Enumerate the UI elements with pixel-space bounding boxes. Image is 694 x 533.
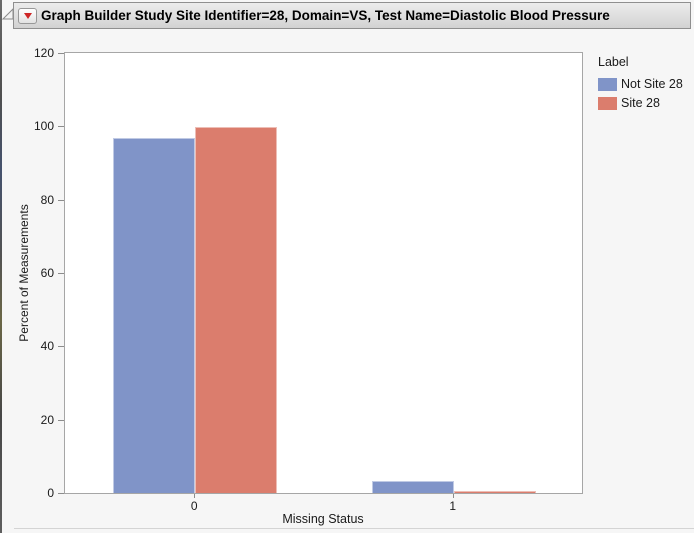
- legend-item-not-site-28[interactable]: Not Site 28: [598, 77, 683, 91]
- y-tick-mark: [58, 346, 64, 348]
- y-tick-label: 80: [40, 192, 54, 207]
- x-tick-label: 1: [449, 499, 457, 513]
- red-triangle-menu-button[interactable]: [18, 7, 37, 24]
- x-axis-title: Missing Status: [282, 512, 364, 526]
- legend-item-site-28[interactable]: Site 28: [598, 96, 683, 110]
- bar-not-site-28-cat0[interactable]: [113, 137, 196, 493]
- y-tick-mark: [58, 419, 64, 421]
- bottom-separator: [14, 528, 694, 529]
- y-tick-label: 100: [33, 119, 54, 134]
- plot-area[interactable]: [64, 52, 583, 494]
- bar-not-site-28-cat1[interactable]: [371, 481, 454, 493]
- y-tick-mark: [58, 493, 64, 494]
- legend-items: Not Site 28 Site 28: [598, 77, 683, 110]
- y-tick-label: 60: [40, 266, 54, 280]
- x-tick-mark: [194, 494, 196, 498]
- report-title: Graph Builder Study Site Identifier=28, …: [41, 8, 610, 23]
- legend: Label Not Site 28 Site 28: [598, 55, 683, 115]
- y-tick-label: 20: [40, 412, 54, 427]
- bar-site-28-cat0[interactable]: [195, 126, 278, 493]
- y-tick-mark: [58, 53, 64, 54]
- x-tick-mark: [452, 494, 454, 498]
- x-tick-label: 0: [190, 499, 198, 513]
- red-triangle-icon: [23, 12, 32, 19]
- legend-swatch: [598, 96, 617, 110]
- legend-title: Label: [598, 55, 629, 69]
- y-tick-label: 120: [33, 46, 54, 60]
- window-left-edge: [0, 0, 2, 533]
- bar-site-28-cat1[interactable]: [453, 491, 536, 493]
- y-axis: 0 20 40 60 80 100 120: [0, 46, 64, 500]
- report-title-bar[interactable]: Graph Builder Study Site Identifier=28, …: [13, 2, 691, 29]
- legend-label: Not Site 28: [621, 77, 683, 91]
- y-tick-label: 40: [40, 339, 54, 354]
- legend-label: Site 28: [621, 96, 660, 110]
- y-tick-label: 0: [47, 486, 54, 500]
- legend-swatch: [598, 77, 617, 91]
- y-tick-mark: [58, 126, 64, 128]
- y-tick-mark: [58, 273, 64, 274]
- y-tick-mark: [58, 199, 64, 201]
